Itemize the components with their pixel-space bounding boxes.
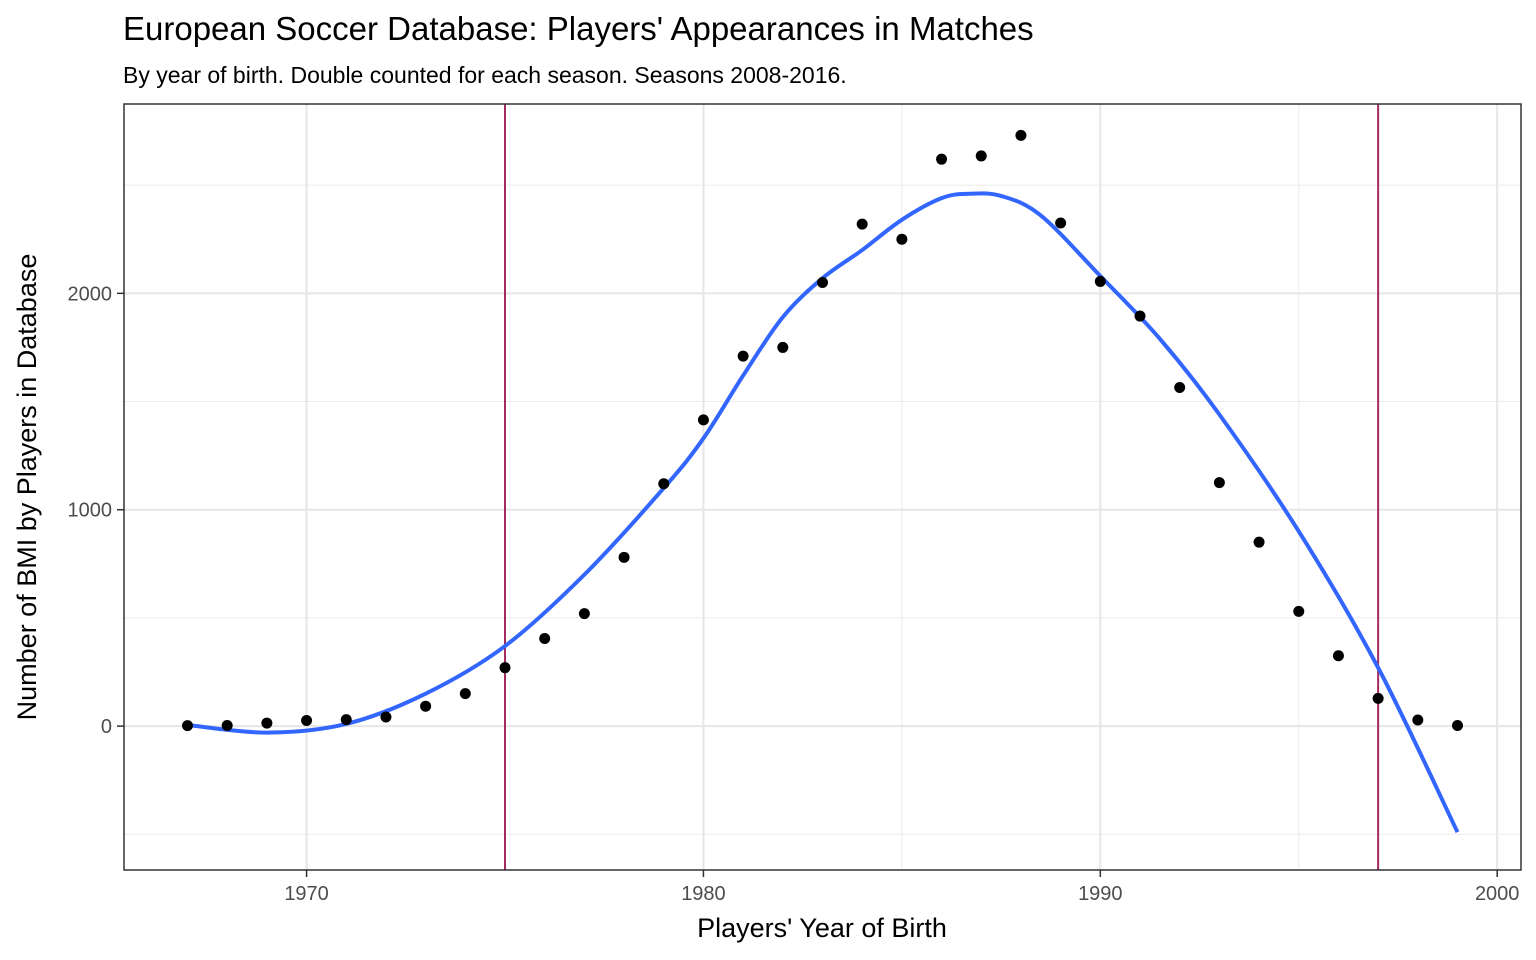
data-point-1975 [499,662,511,674]
major-gridlines [124,104,1521,870]
data-point-1968 [221,719,233,731]
chart-title: European Soccer Database: Players' Appea… [123,10,1034,47]
data-point-1994 [1253,536,1265,548]
data-point-1969 [261,717,273,729]
data-point-1993 [1213,477,1225,489]
data-point-1971 [340,714,352,726]
x-axis-title: Players' Year of Birth [697,913,947,943]
data-point-1981 [737,350,749,362]
x-tick-label: 1970 [284,883,329,905]
y-axis-title: Number of BMI by Players in Database [12,254,42,721]
y-tick-label: 1000 [68,500,113,522]
data-point-1987 [975,150,987,162]
data-point-1997 [1372,692,1384,704]
data-point-1977 [578,608,590,620]
plot-panel [124,104,1521,870]
data-point-1973 [420,700,432,712]
data-point-1980 [697,414,709,426]
data-point-1996 [1332,650,1344,662]
y-tick-label: 2000 [68,283,113,305]
data-point-1988 [1015,129,1027,141]
data-point-1984 [856,218,868,230]
data-point-1991 [1134,310,1146,322]
data-point-1990 [1094,275,1106,287]
data-series [182,129,1463,834]
x-axis-ticks: 1970 1980 1990 2000 [284,870,1519,905]
data-point-1982 [777,341,789,353]
x-tick-label: 2000 [1475,883,1520,905]
data-point-1995 [1293,605,1305,617]
data-point-1992 [1174,381,1186,393]
data-point-1998 [1412,714,1424,726]
data-point-1985 [896,233,908,245]
data-point-1974 [459,688,471,700]
data-point-1989 [1055,217,1067,229]
reference-lines [504,104,1380,870]
data-point-1986 [936,153,948,165]
data-point-1978 [618,551,630,563]
x-tick-label: 1990 [1078,883,1123,905]
plot-border [123,103,1522,871]
y-tick-label: 0 [101,716,112,738]
data-point-1976 [539,632,551,644]
chart-subtitle: By year of birth. Double counted for eac… [123,62,847,88]
data-point-1999 [1452,719,1463,731]
data-point-1979 [658,478,670,490]
x-tick-label: 1980 [681,883,726,905]
data-point-1972 [380,711,392,723]
data-point-1967 [182,720,193,732]
data-point-1983 [817,277,828,289]
data-point-1970 [301,714,313,726]
smooth-trend-line [187,191,1460,834]
y-axis-ticks: 0 1000 2000 [68,283,124,738]
